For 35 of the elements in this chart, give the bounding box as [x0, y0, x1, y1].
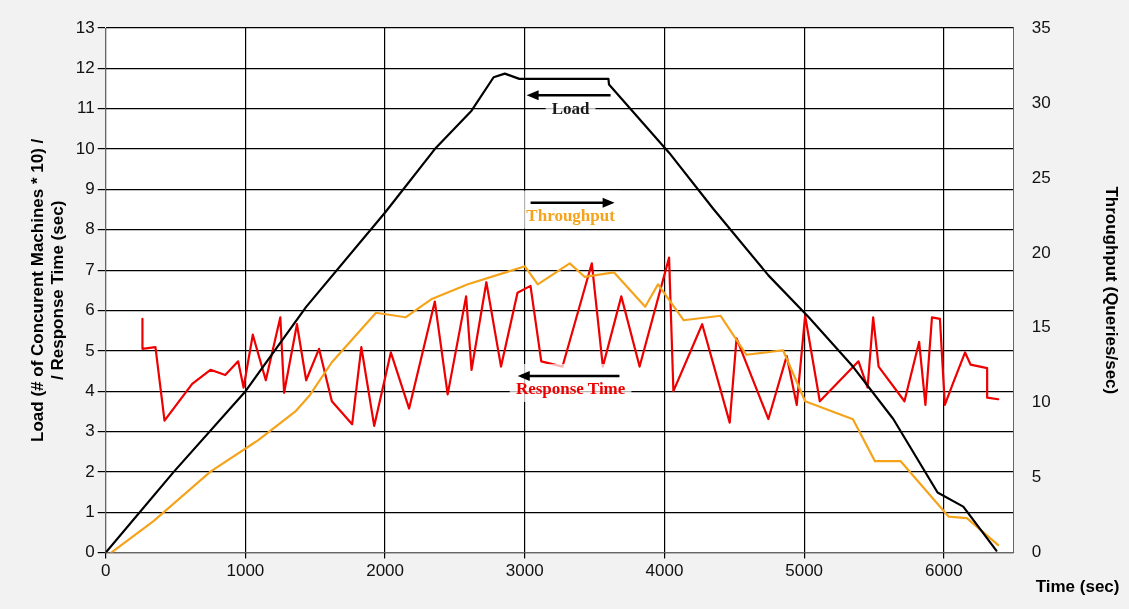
- y2-axis-title: Throughput (Queries/sec): [1102, 186, 1122, 395]
- y-tick-label: 13: [75, 17, 95, 37]
- x-tick-label: 3000: [505, 561, 544, 581]
- y2-tick-label: 35: [1031, 17, 1051, 37]
- y2-tick-label: 10: [1031, 392, 1051, 412]
- y2-tick-label: 0: [1031, 542, 1042, 562]
- x-tick-label: 4000: [645, 561, 684, 581]
- y-tick-label: 10: [75, 138, 95, 158]
- annotation: Throughput: [526, 206, 616, 226]
- x-tick-label: 5000: [785, 561, 824, 581]
- y-tick-label: 5: [85, 340, 95, 360]
- x-axis-title: Time (sec): [1035, 576, 1120, 596]
- y-tick-label: 9: [85, 179, 95, 199]
- y-tick-label: 2: [85, 461, 95, 481]
- annotation: Load: [551, 98, 591, 118]
- y-tick-label: 6: [85, 300, 95, 320]
- y-axis-title: Load (# of Concurent Machines * 10) / / Response Time (sec): [27, 138, 68, 442]
- annotation: Response Time: [515, 379, 626, 399]
- y2-tick-label: 25: [1031, 167, 1051, 187]
- y2-tick-label: 20: [1031, 242, 1051, 262]
- x-tick-label: 6000: [924, 561, 963, 581]
- y2-tick-label: 15: [1031, 317, 1051, 337]
- x-tick-label: 0: [100, 561, 111, 581]
- y2-tick-label: 5: [1031, 467, 1042, 487]
- x-tick-label: 1000: [226, 561, 265, 581]
- y-tick-label: 7: [85, 259, 95, 279]
- x-tick-label: 2000: [366, 561, 404, 581]
- y-tick-label: 0: [85, 542, 95, 562]
- y-tick-label: 12: [75, 58, 95, 78]
- y-tick-label: 11: [77, 98, 95, 118]
- y-tick-label: 4: [85, 380, 95, 400]
- y-tick-label: 3: [85, 421, 95, 441]
- y-tick-label: 8: [85, 219, 95, 239]
- y2-tick-label: 30: [1031, 92, 1051, 112]
- y-tick-label: 1: [85, 501, 95, 521]
